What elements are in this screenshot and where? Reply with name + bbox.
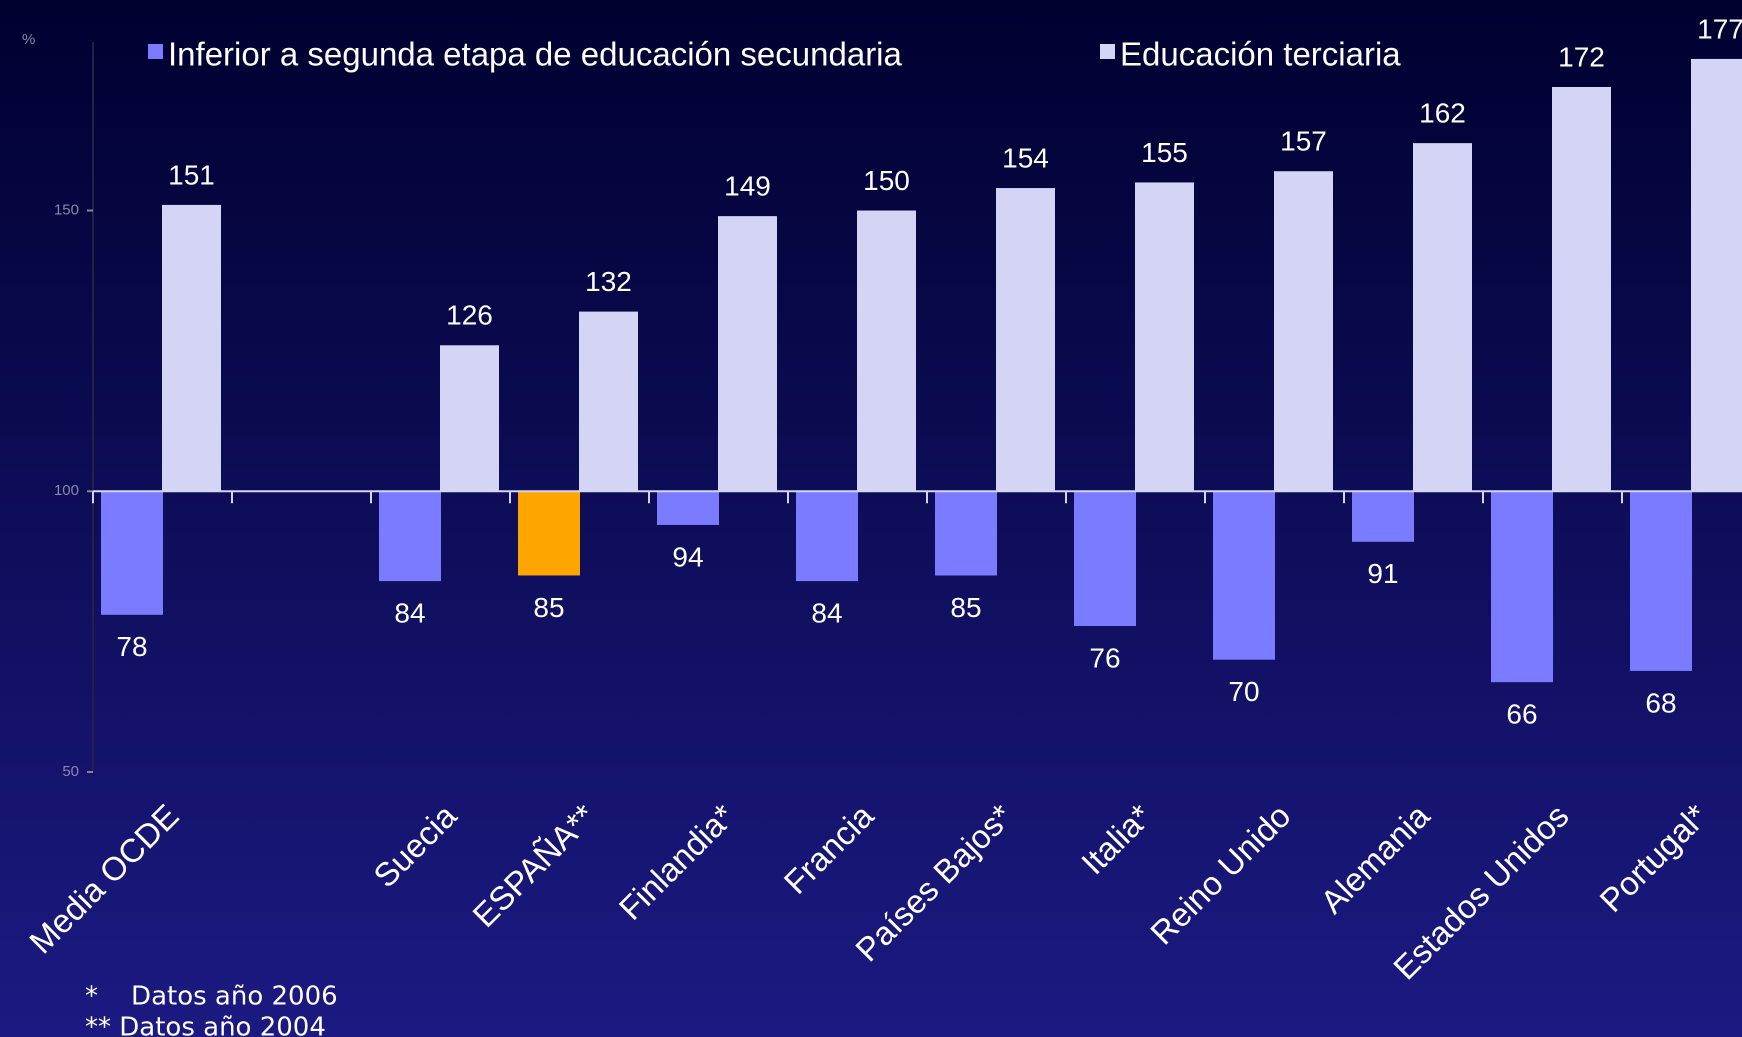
value-label: 91	[1367, 558, 1398, 589]
bar	[935, 491, 997, 576]
bar	[101, 491, 163, 615]
y-tick-label: 50	[62, 763, 79, 780]
bar	[1352, 491, 1414, 542]
bar	[1213, 491, 1275, 660]
bar	[857, 210, 916, 492]
value-label: 70	[1228, 676, 1259, 707]
value-label: 155	[1141, 137, 1188, 168]
value-label: 68	[1645, 687, 1676, 718]
bar	[1691, 58, 1742, 492]
value-label: 157	[1280, 126, 1327, 157]
bar	[1274, 171, 1333, 492]
bar	[996, 188, 1055, 492]
value-label: 66	[1506, 699, 1537, 730]
bar	[379, 491, 441, 582]
bar	[1135, 182, 1194, 492]
value-label: 94	[672, 541, 703, 572]
value-label: 84	[394, 597, 425, 628]
value-label: 172	[1558, 41, 1605, 72]
bar	[1491, 491, 1553, 683]
bar	[718, 216, 777, 492]
bar	[1074, 491, 1136, 627]
value-label: 177	[1697, 13, 1742, 44]
y-tick-label: 150	[54, 201, 79, 218]
footnote: ** Datos año 2004	[85, 1013, 326, 1037]
value-label: 132	[585, 266, 632, 297]
value-label: 162	[1419, 98, 1466, 129]
y-tick-label: 100	[54, 482, 79, 499]
bar	[657, 491, 719, 525]
bar	[440, 345, 499, 492]
value-label: 149	[724, 171, 771, 202]
bar	[162, 204, 221, 492]
value-label: 151	[168, 159, 215, 190]
value-label: 126	[446, 300, 493, 331]
value-label: 84	[811, 597, 842, 628]
bar	[796, 491, 858, 582]
bar	[1413, 143, 1472, 492]
legend-label: Educación terciaria	[1120, 36, 1401, 73]
legend-swatch	[1100, 44, 1115, 59]
bar	[579, 311, 638, 492]
value-label: 85	[533, 592, 564, 623]
footnote: * Datos año 2006	[85, 982, 338, 1012]
legend-label: Inferior a segunda etapa de educación se…	[168, 36, 903, 73]
legend-swatch	[148, 44, 163, 59]
bar	[1630, 491, 1692, 671]
value-label: 150	[863, 165, 910, 196]
value-label: 76	[1089, 642, 1120, 673]
value-label: 85	[950, 592, 981, 623]
value-label: 154	[1002, 142, 1049, 173]
y-axis-label: %	[22, 31, 35, 48]
value-label: 78	[116, 631, 147, 662]
bar	[518, 491, 580, 576]
bar	[1552, 86, 1611, 492]
